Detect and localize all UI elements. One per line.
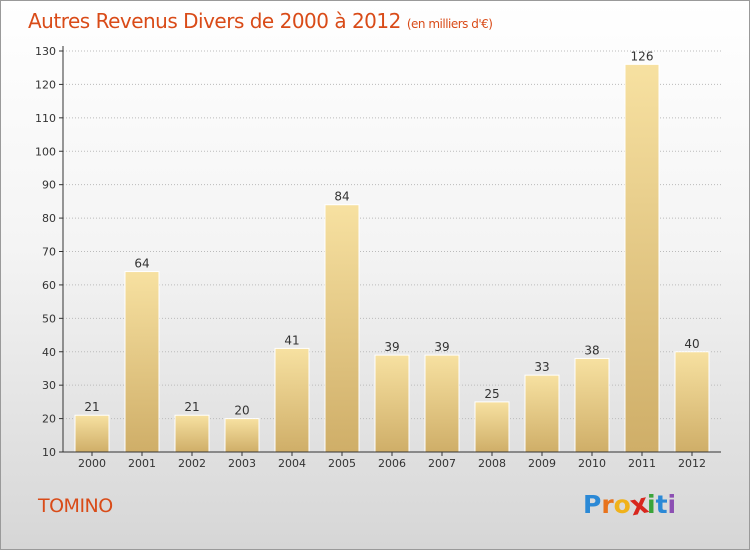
bar-value-label: 39	[434, 340, 449, 354]
x-tick-label: 2008	[478, 457, 506, 470]
bar	[174, 414, 210, 453]
bar-value-label: 40	[684, 337, 699, 351]
bar-value-label: 21	[84, 400, 99, 414]
y-tick-label: 60	[42, 279, 56, 292]
x-tick-label: 2012	[678, 457, 706, 470]
x-tick-label: 2007	[428, 457, 456, 470]
bar	[674, 351, 710, 453]
bar-value-label: 39	[384, 340, 399, 354]
y-tick-label: 10	[42, 446, 56, 459]
bar	[124, 271, 160, 453]
y-tick-label: 110	[35, 112, 56, 125]
bar	[524, 374, 560, 453]
bar	[424, 354, 460, 453]
bar	[574, 357, 610, 453]
bar	[324, 204, 360, 453]
logo-letter: i	[647, 490, 656, 519]
chart-title-main: Autres Revenus Divers de 2000 à 2012	[28, 9, 401, 33]
x-tick-label: 2006	[378, 457, 406, 470]
logo-letter: P	[583, 490, 602, 519]
y-tick-label: 80	[42, 212, 56, 225]
x-tick-label: 2004	[278, 457, 306, 470]
x-tick-label: 2000	[78, 457, 106, 470]
logo-letter: i	[667, 490, 677, 519]
bar	[624, 63, 660, 453]
y-tick-label: 70	[42, 246, 56, 259]
logo-letter: r	[601, 490, 614, 519]
bar-value-label: 20	[234, 404, 249, 418]
x-tick-label: 2003	[228, 457, 256, 470]
logo-letter: o	[613, 490, 631, 519]
y-tick-label: 130	[35, 45, 56, 58]
logo-letter: t	[655, 490, 668, 519]
y-tick-label: 100	[35, 145, 56, 158]
chart-title: Autres Revenus Divers de 2000 à 2012 (en …	[28, 9, 493, 33]
y-tick-label: 40	[42, 346, 56, 359]
bar-value-label: 25	[484, 387, 499, 401]
y-tick-label: 90	[42, 179, 56, 192]
bar	[224, 418, 260, 453]
bar	[374, 354, 410, 453]
chart-title-unit: (en milliers d'€)	[406, 17, 493, 31]
commune-name: TOMINO	[38, 495, 113, 517]
x-tick-label: 2001	[128, 457, 156, 470]
x-tick-label: 2005	[328, 457, 356, 470]
bar-value-label: 21	[184, 400, 199, 414]
x-tick-label: 2009	[528, 457, 556, 470]
bar-value-label: 126	[631, 49, 654, 63]
bar-value-label: 38	[584, 343, 599, 357]
y-tick-label: 120	[35, 78, 56, 91]
bar	[474, 401, 510, 453]
y-tick-label: 50	[42, 312, 56, 325]
y-tick-label: 30	[42, 379, 56, 392]
proxiti-logo: Proxiti	[583, 487, 677, 522]
bar-value-label: 64	[134, 257, 149, 271]
bar-value-label: 84	[334, 190, 349, 204]
x-tick-label: 2002	[178, 457, 206, 470]
x-tick-label: 2010	[578, 457, 606, 470]
x-tick-label: 2011	[628, 457, 656, 470]
bar	[274, 347, 310, 453]
bar	[74, 414, 110, 453]
y-tick-label: 20	[42, 413, 56, 426]
bar-value-label: 41	[284, 333, 299, 347]
bar-value-label: 33	[534, 360, 549, 374]
